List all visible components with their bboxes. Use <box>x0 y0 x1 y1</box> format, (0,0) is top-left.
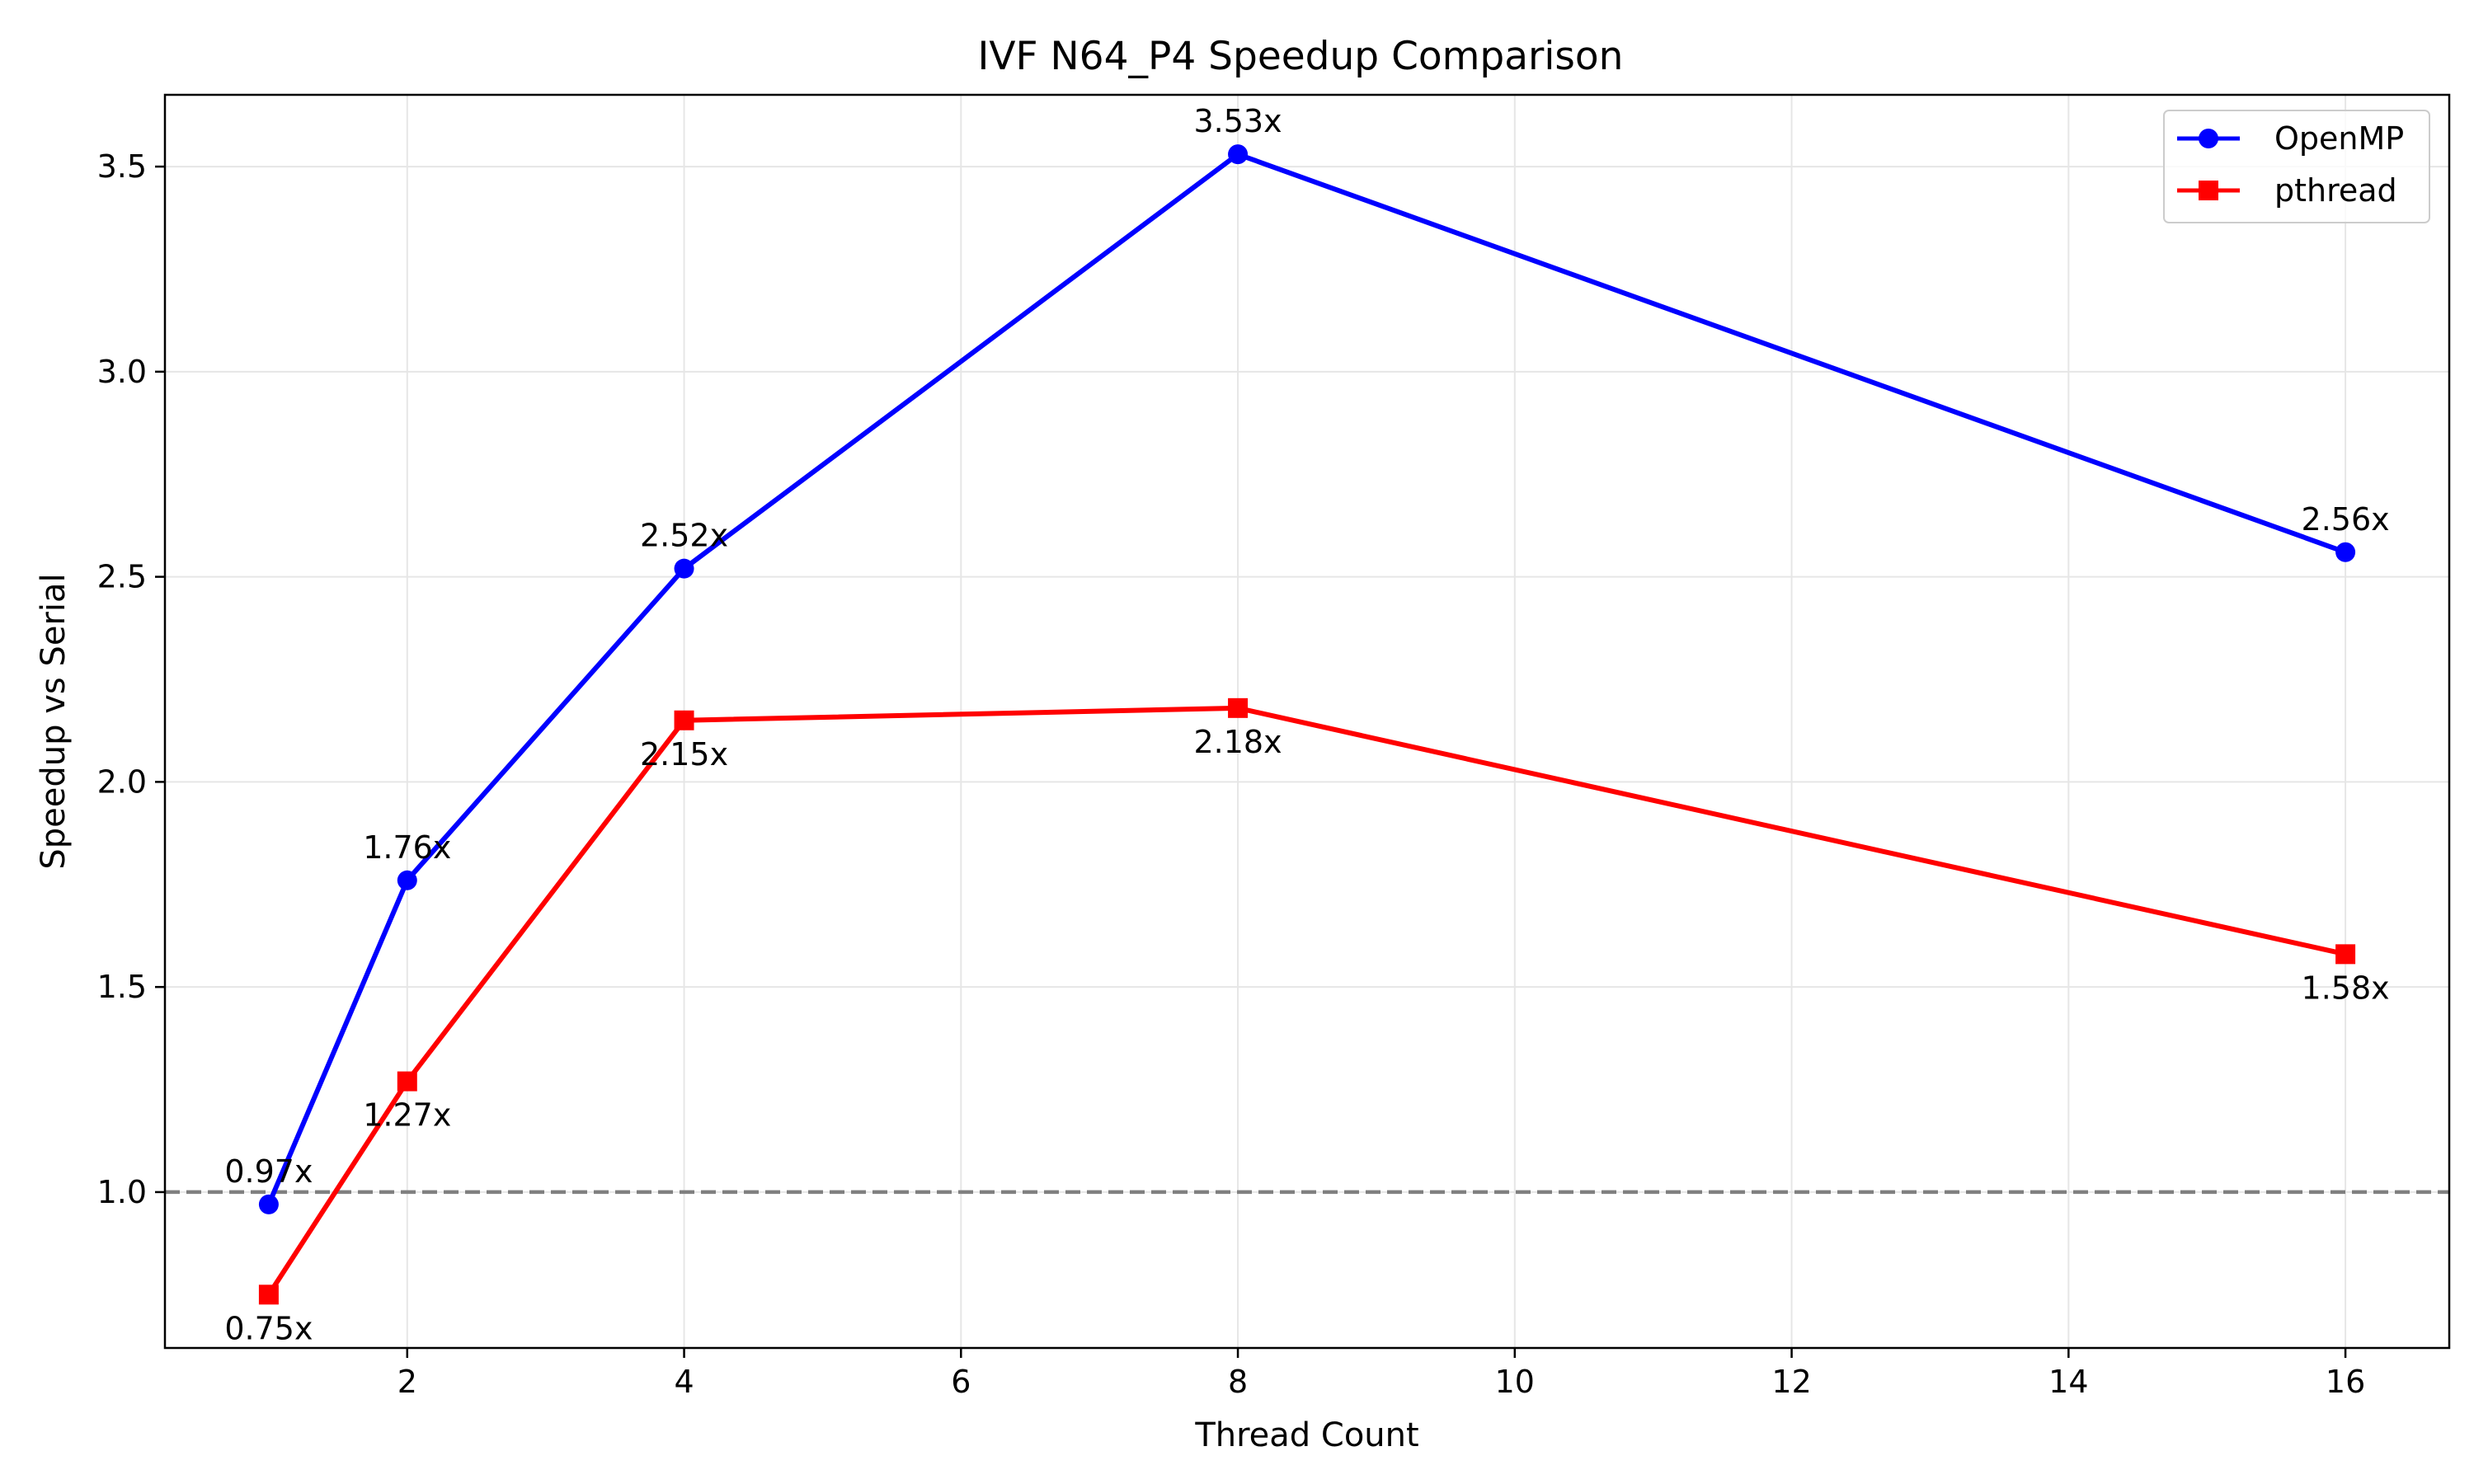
data-label-openmp: 3.53x <box>1194 103 1282 139</box>
data-point-pthread <box>674 710 694 730</box>
x-tick-label: 2 <box>397 1364 417 1400</box>
data-point-openmp <box>1228 144 1249 165</box>
legend-openmp-label: OpenMP <box>2274 120 2404 157</box>
data-point-openmp <box>397 870 417 890</box>
axis-ticks: 2 4 6 8 10 12 14 16 1.0 1.5 2.0 2.5 3.0 3.5 <box>97 148 2366 1400</box>
legend-pthread-marker <box>2199 181 2218 200</box>
data-label-pthread: 1.27x <box>363 1097 451 1134</box>
chart-title: IVF N64_P4 Speedup Comparison <box>978 34 1624 79</box>
data-labels: 0.97x 1.76x 2.52x 3.53x 2.56x 0.75x 1.27x 2.15x… <box>224 103 2389 1346</box>
legend-openmp-marker <box>2199 129 2218 148</box>
data-label-pthread: 2.18x <box>1194 724 1282 760</box>
data-label-pthread: 1.58x <box>2302 970 2390 1006</box>
data-label-openmp: 1.76x <box>363 829 451 866</box>
series-line-openmp <box>266 152 2347 1206</box>
y-axis-title: Speedup vs Serial <box>35 573 73 869</box>
data-point-openmp <box>674 558 694 579</box>
data-label-pthread: 0.75x <box>224 1310 313 1346</box>
x-tick-label: 6 <box>951 1364 971 1400</box>
x-tick-label: 8 <box>1228 1364 1248 1400</box>
data-label-openmp: 2.52x <box>640 518 728 554</box>
data-label-openmp: 0.97x <box>224 1153 313 1190</box>
x-tick-label: 4 <box>674 1364 694 1400</box>
y-tick-label: 2.0 <box>97 763 147 800</box>
x-tick-label: 10 <box>1495 1364 1535 1400</box>
data-point-pthread <box>258 1284 279 1305</box>
series-group <box>258 144 2356 1305</box>
x-tick-label: 12 <box>1771 1364 1811 1400</box>
data-point-pthread <box>2335 944 2356 965</box>
series-line-pthread <box>266 705 2346 1296</box>
y-tick-label: 1.0 <box>97 1174 147 1210</box>
legend-pthread-label: pthread <box>2274 172 2397 209</box>
data-point-pthread <box>397 1071 417 1092</box>
legend: OpenMP pthread <box>2163 110 2430 223</box>
y-tick-label: 3.5 <box>97 148 147 185</box>
data-point-openmp <box>2335 542 2356 562</box>
data-label-pthread: 2.15x <box>640 736 728 773</box>
x-tick-label: 14 <box>2048 1364 2088 1400</box>
data-point-openmp <box>258 1194 279 1214</box>
y-tick-label: 2.5 <box>97 559 147 595</box>
grid <box>165 95 2449 1348</box>
data-point-pthread <box>1228 697 1249 718</box>
data-label-openmp: 2.56x <box>2302 501 2390 538</box>
plot-frame <box>163 93 2451 1350</box>
y-tick-label: 3.0 <box>97 354 147 390</box>
y-tick-label: 1.5 <box>97 969 147 1005</box>
x-axis-title: Thread Count <box>1194 1416 1418 1454</box>
x-tick-label: 16 <box>2326 1364 2365 1400</box>
